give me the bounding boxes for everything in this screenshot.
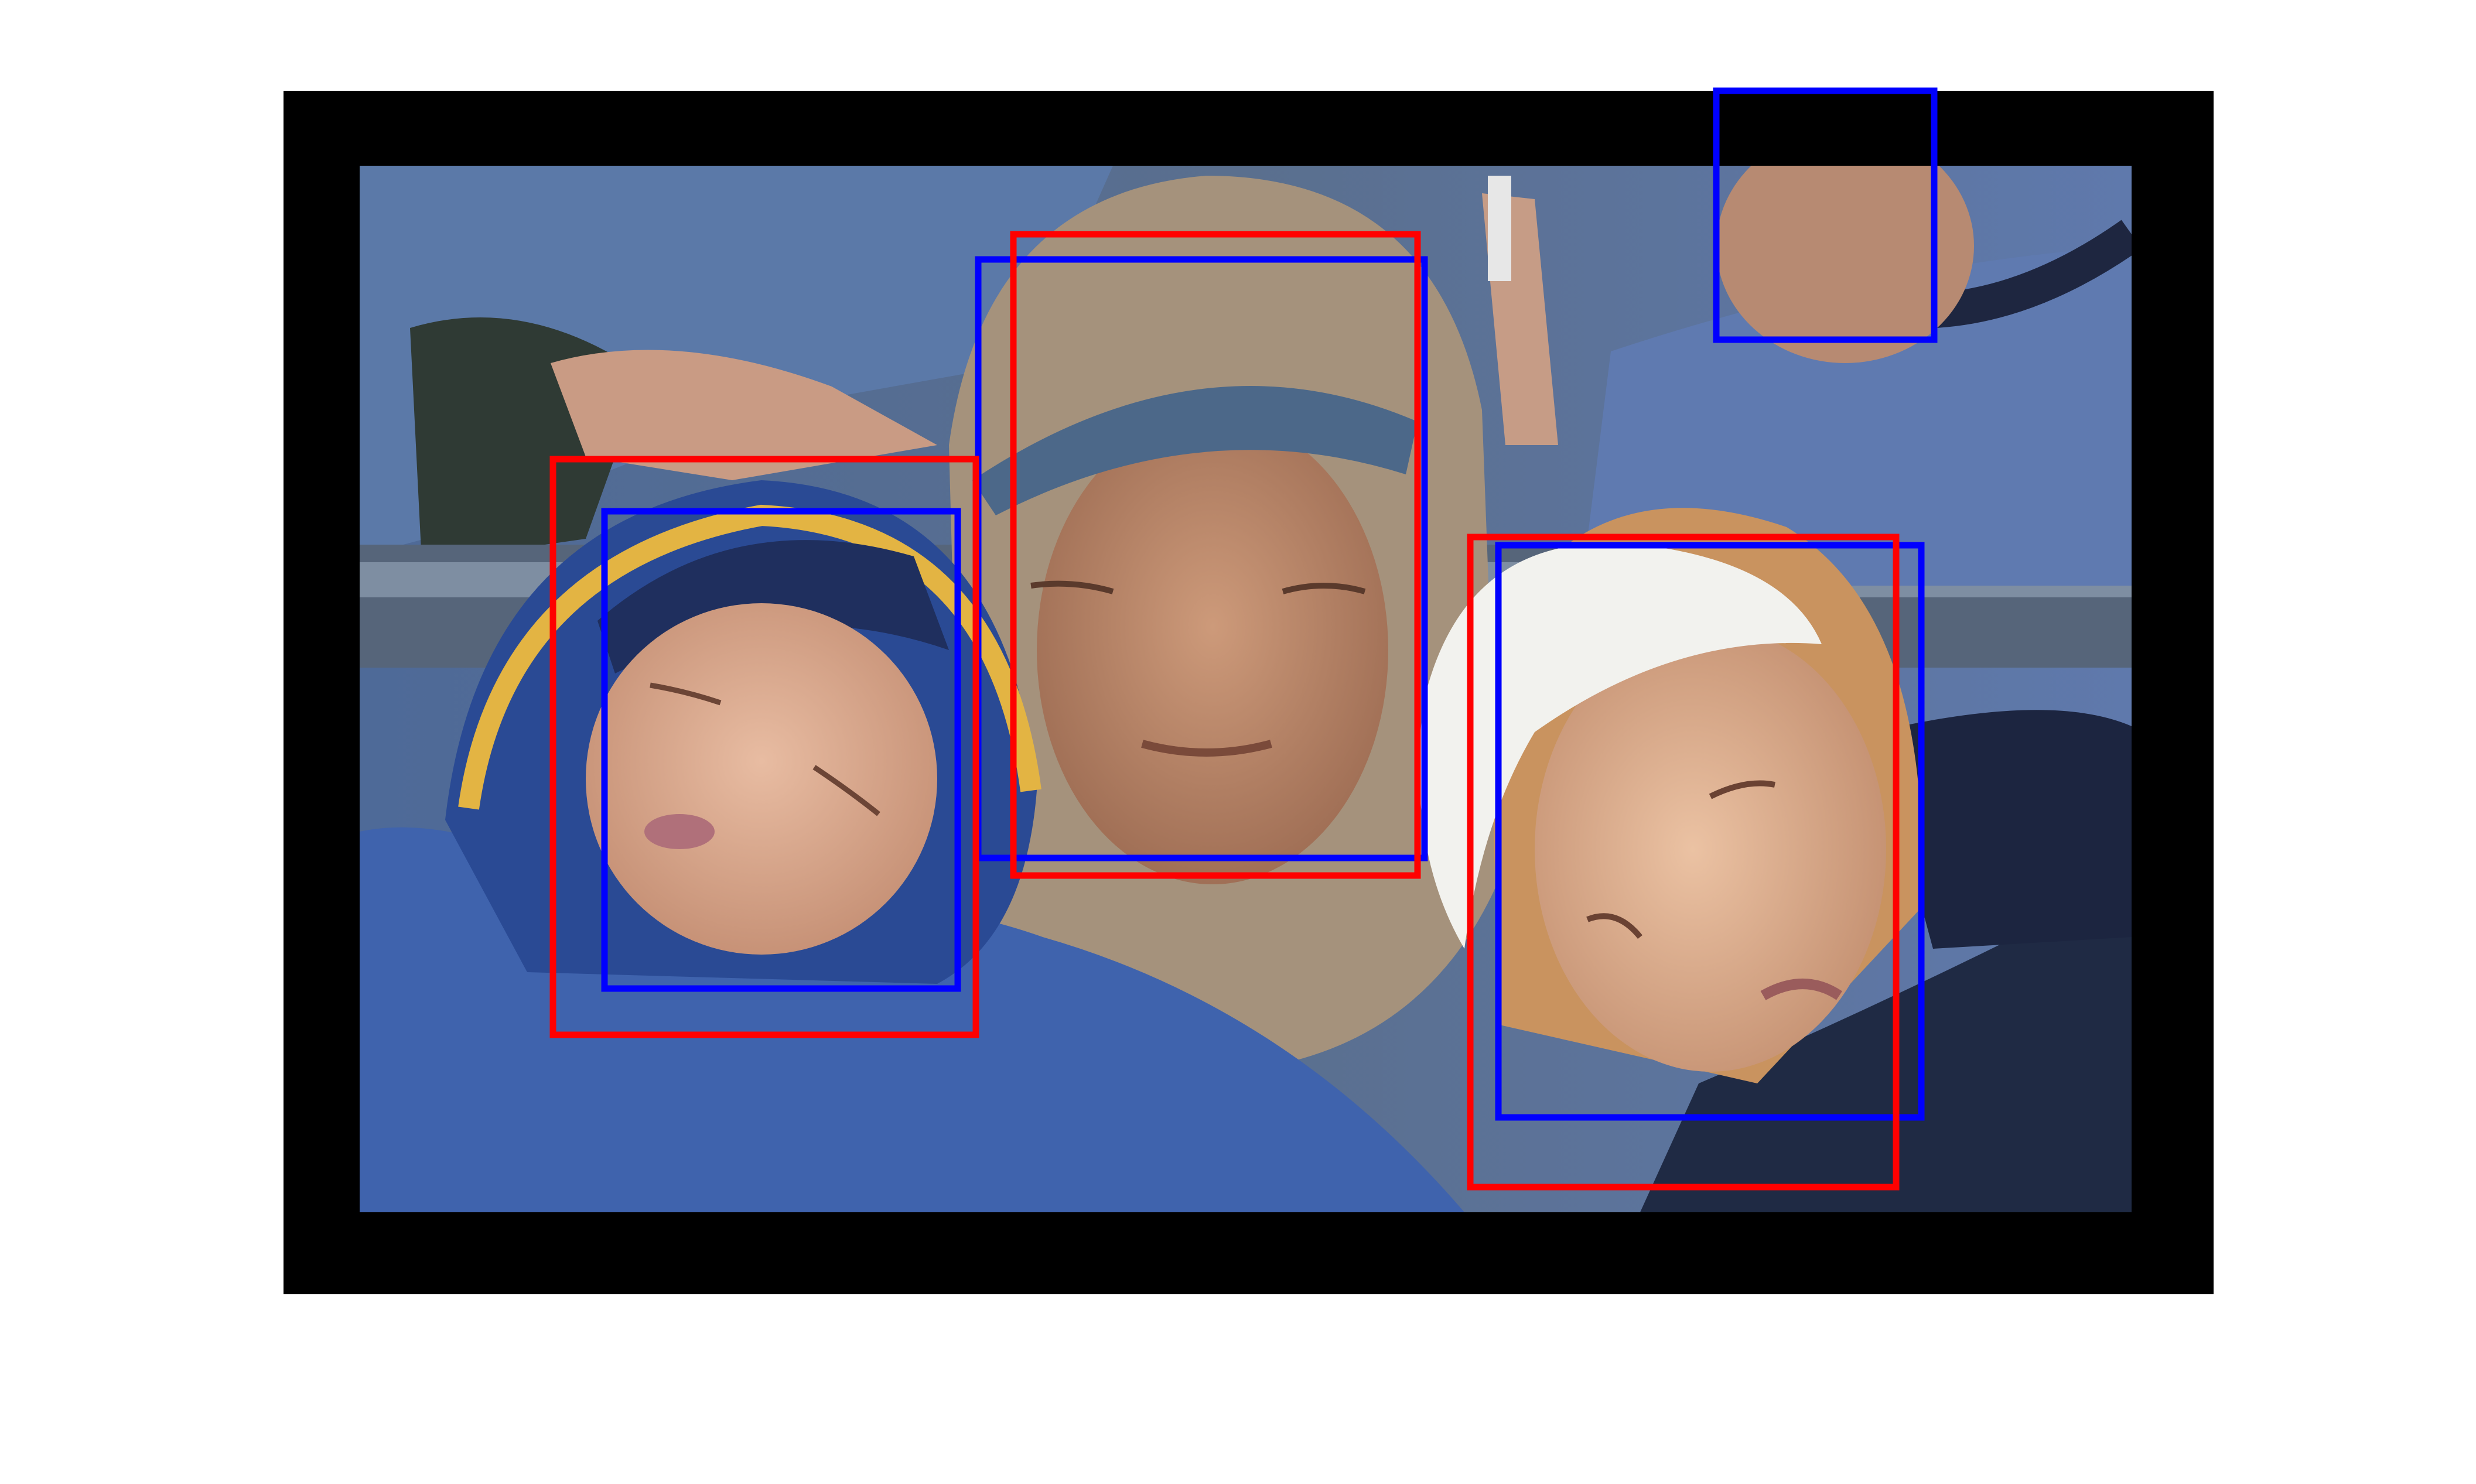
hood-stripe (458, 504, 1041, 810)
photo (360, 166, 2132, 1212)
blue-box-child (601, 508, 961, 992)
red-box-child (549, 456, 979, 1038)
blue-box-right-woman (1495, 542, 1925, 1121)
blue-detections (601, 87, 1938, 1121)
center-visor (972, 386, 1418, 515)
man-top-right-face (1716, 166, 1974, 363)
red-box-right-woman (1467, 534, 1900, 1191)
white-cap (1419, 543, 1822, 949)
red-detections (549, 231, 1900, 1191)
center-face (1037, 416, 1388, 884)
background-hand (551, 350, 937, 480)
red-box-center-woman (1010, 231, 1421, 879)
child-face (586, 603, 937, 955)
right-woman-face (1535, 627, 1886, 1072)
right-woman-jacket (1640, 878, 2132, 1212)
blue-box-man-top-right (1713, 87, 1938, 343)
